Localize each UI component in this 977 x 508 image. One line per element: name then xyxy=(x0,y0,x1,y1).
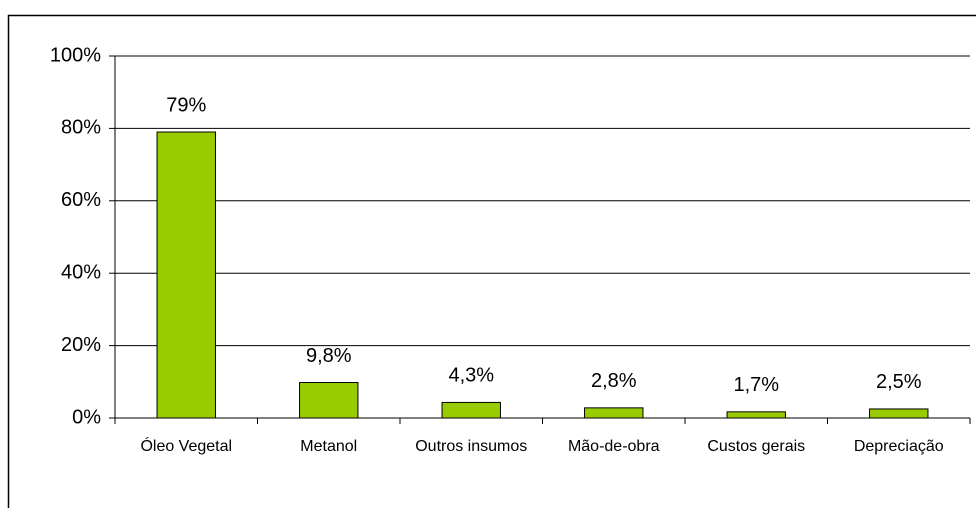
y-tick-label: 100% xyxy=(50,44,101,66)
bar xyxy=(726,411,786,419)
value-label: 4,3% xyxy=(448,365,494,387)
value-label: 2,8% xyxy=(591,370,637,392)
x-tick-label: Mão-de-obra xyxy=(568,438,660,455)
x-tick-label: Depreciação xyxy=(854,438,944,455)
value-label: 9,8% xyxy=(306,345,352,367)
chart-frame xyxy=(7,14,976,508)
x-tick-label: Custos gerais xyxy=(707,438,805,455)
bar xyxy=(299,382,359,419)
value-label: 1,7% xyxy=(733,374,779,396)
y-tick-label: 0% xyxy=(72,406,101,428)
y-tick-label: 40% xyxy=(61,261,101,283)
bar xyxy=(441,401,501,419)
x-tick-label: Óleo Vegetal xyxy=(140,436,232,455)
y-tick-label: 60% xyxy=(61,189,101,211)
bar xyxy=(584,407,644,419)
x-tick-label: Outros insumos xyxy=(415,438,527,455)
value-label: 2,5% xyxy=(876,371,922,393)
bar xyxy=(156,131,216,419)
y-tick-label: 80% xyxy=(61,117,101,139)
x-tick-label: Metanol xyxy=(300,438,357,455)
y-tick-label: 20% xyxy=(61,334,101,356)
value-label: 79% xyxy=(166,94,206,116)
bar xyxy=(869,408,929,419)
